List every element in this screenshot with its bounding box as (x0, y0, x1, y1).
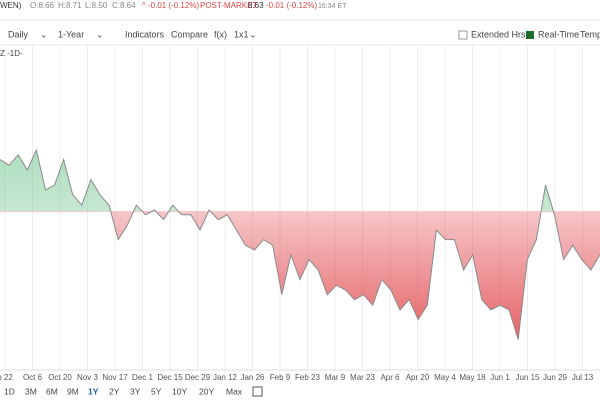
range-button[interactable]: 3Y (130, 386, 141, 396)
quote-bar: WEN) O:8.66 H:8.71 L:8.50 C:8.64 ^ -0.01… (0, 1, 347, 10)
range-button[interactable]: 10Y (172, 386, 187, 396)
range-button[interactable]: 20Y (199, 386, 214, 396)
x-tick-label: Dec 1 (132, 373, 153, 382)
template-button[interactable]: Temp (580, 29, 600, 39)
x-tick-label: Jan 12 (213, 373, 238, 382)
x-tick-label: May 18 (459, 373, 486, 382)
chevron: ⌄ (40, 29, 48, 39)
x-tick-label: p 22 (0, 373, 13, 382)
extended-label: Extended Hrs (471, 29, 526, 39)
price-line (0, 148, 600, 340)
toolbar: Daily ⌄ 1-Year ⌄ Indicators Compare f(x)… (8, 29, 600, 40)
chevron: ⌄ (96, 29, 104, 39)
calendar-icon[interactable] (252, 386, 263, 397)
x-tick-label: Oct 6 (23, 373, 43, 382)
x-tick-label: Apr 6 (380, 373, 400, 382)
x-tick-label: Jun 29 (543, 373, 568, 382)
x-tick-label: Nov 3 (77, 373, 98, 382)
compare-button[interactable]: Compare (171, 29, 208, 39)
range-button[interactable]: 2Y (109, 386, 120, 396)
x-tick-label: Jul 13 (572, 373, 594, 382)
x-tick-label: Feb 23 (295, 373, 320, 382)
indicators-button[interactable]: Indicators (125, 29, 165, 39)
x-tick-label: Jan 26 (240, 373, 265, 382)
high: H:8.71 (58, 1, 82, 10)
open: O:8.66 (30, 1, 55, 10)
chevron: ⌄ (249, 29, 257, 39)
x-tick-label: Jun 1 (490, 373, 510, 382)
extended-checkbox[interactable] (458, 30, 468, 40)
range-button[interactable]: 6M (46, 386, 58, 396)
interval-dropdown[interactable]: Daily (8, 29, 29, 39)
low: L:8.50 (85, 1, 108, 10)
range-button[interactable]: 9M (67, 386, 79, 396)
x-tick-label: Apr 20 (406, 373, 430, 382)
down-area (110, 211, 600, 340)
range-button[interactable]: Max (226, 386, 243, 396)
x-tick-label: Nov 17 (102, 373, 128, 382)
close: C:8.64 (112, 1, 136, 10)
x-tick-label: Jun 15 (515, 373, 540, 382)
symbol: WEN) (0, 1, 22, 10)
period-dropdown[interactable]: 1-Year (58, 29, 84, 39)
layout-dropdown[interactable]: 1x1 (234, 29, 249, 39)
post-change: -0.01 (-0.12%) (266, 1, 317, 10)
x-tick-label: May 4 (434, 373, 456, 382)
x-tick-label: Feb 9 (270, 373, 291, 382)
plot: p 22 Oct 6 Oct 20 Nov 3 Nov 17 Dec 1 Dec 15Dec… (0, 46, 600, 382)
up-area (0, 150, 600, 212)
x-tick-label: Mar 23 (350, 373, 375, 382)
post-label: POST-MARKET (200, 1, 257, 10)
range-button[interactable]: 5Y (151, 386, 162, 396)
x-tick-label: Dec 29 (185, 373, 211, 382)
realtime-checkbox[interactable] (526, 31, 534, 39)
time: 16:34 ET (318, 3, 347, 10)
realtime-label: Real-Time (538, 29, 579, 39)
range-bar: 1D 3M 6M 9M 1Y 2Y 3Y 5Y 10Y 20Y Max (4, 386, 263, 397)
range-button[interactable]: 1D (4, 386, 15, 396)
post-price: 8.63 (248, 1, 264, 10)
range-button[interactable]: 1Y (88, 386, 99, 396)
fx-button[interactable]: f(x) (214, 29, 227, 39)
x-tick-label: Dec 15 (157, 373, 183, 382)
x-tick-label: Mar 9 (325, 373, 346, 382)
series-label: Z -1D- (0, 49, 23, 58)
range-button[interactable]: 3M (25, 386, 37, 396)
change: ^ -0.01 (-0.12%) (142, 1, 199, 10)
x-tick-label: Oct 20 (48, 373, 72, 382)
